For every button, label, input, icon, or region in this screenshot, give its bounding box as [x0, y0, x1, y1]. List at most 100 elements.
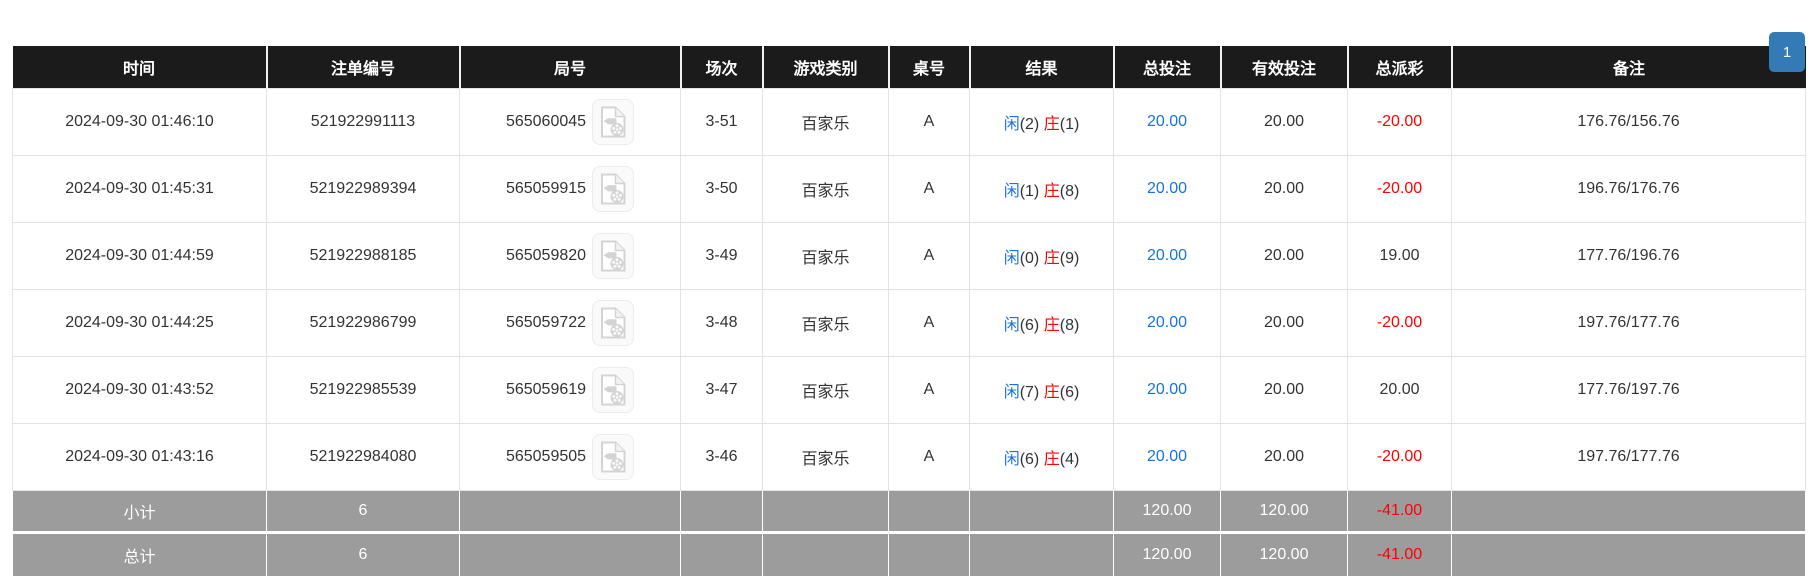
table-row: 2024-09-30 01:43:16 521922984080 5650595…	[12, 423, 1806, 491]
subtotal-count: 6	[266, 490, 460, 533]
payout-cell: -20.00	[1347, 289, 1452, 357]
game-type-cell: 百家乐	[762, 88, 889, 156]
pagination: 1	[1769, 32, 1805, 72]
result-banker-score: (4)	[1059, 451, 1080, 468]
total-bet-cell: 20.00	[1113, 289, 1221, 357]
total-bet-link[interactable]: 20.00	[1146, 180, 1188, 197]
video-file-icon	[601, 173, 626, 205]
remark-cell: 197.76/177.76	[1451, 289, 1806, 357]
session-cell: 3-50	[680, 155, 763, 223]
result-banker-score: (9)	[1059, 250, 1080, 267]
col-header-total-bet: 总投注	[1113, 46, 1222, 89]
video-replay-button[interactable]	[592, 434, 635, 480]
remark-cell: 176.76/156.76	[1451, 88, 1806, 156]
table-no-cell: A	[888, 88, 970, 156]
round-no-value: 565059619	[505, 381, 587, 398]
pagination-page-1-button[interactable]: 1	[1769, 32, 1805, 72]
round-no-value: 565060045	[505, 113, 587, 130]
bet-no-cell: 521922989394	[266, 155, 460, 223]
payout-cell: 20.00	[1347, 356, 1452, 424]
result-player-score: (1)	[1019, 183, 1040, 200]
table-header: 时间 注单编号 局号 场次 游戏类别 桌号 结果 总投注 有效投注 总派彩 备注	[12, 46, 1806, 89]
video-file-icon	[601, 106, 626, 138]
game-type-cell: 百家乐	[762, 222, 889, 290]
result-player-score: (2)	[1019, 116, 1040, 133]
remark-cell: 177.76/197.76	[1451, 356, 1806, 424]
table-no-cell: A	[888, 289, 970, 357]
result-cell: 闲(1) 庄(8)	[969, 155, 1114, 223]
result-player-label: 闲	[1003, 250, 1020, 267]
valid-bet-cell: 20.00	[1220, 155, 1348, 223]
bet-no-cell: 521922984080	[266, 423, 460, 491]
result-cell: 闲(2) 庄(1)	[969, 88, 1114, 156]
remark-cell: 177.76/196.76	[1451, 222, 1806, 290]
result-banker-label: 庄	[1043, 116, 1060, 133]
table-row: 2024-09-30 01:44:59 521922988185 5650598…	[12, 222, 1806, 290]
payout-cell: -20.00	[1347, 423, 1452, 491]
video-replay-button[interactable]	[592, 233, 635, 279]
video-replay-button[interactable]	[592, 300, 635, 346]
result-cell: 闲(7) 庄(6)	[969, 356, 1114, 424]
result-cell: 闲(6) 庄(8)	[969, 289, 1114, 357]
col-header-time: 时间	[12, 46, 268, 89]
session-cell: 3-48	[680, 289, 763, 357]
subtotal-payout: -41.00	[1347, 490, 1452, 533]
video-replay-button[interactable]	[592, 367, 635, 413]
round-no-cell: 565059915	[459, 155, 681, 223]
valid-bet-cell: 20.00	[1220, 289, 1348, 357]
col-header-result: 结果	[969, 46, 1115, 89]
time-cell: 2024-09-30 01:44:25	[12, 289, 267, 357]
result-banker-score: (6)	[1059, 384, 1080, 401]
result-player-label: 闲	[1003, 183, 1020, 200]
video-replay-button[interactable]	[592, 99, 635, 145]
col-header-remark: 备注	[1451, 46, 1806, 89]
video-file-icon	[601, 374, 626, 406]
video-file-icon	[601, 240, 626, 272]
table-no-cell: A	[888, 222, 970, 290]
remark-cell: 197.76/177.76	[1451, 423, 1806, 491]
result-banker-label: 庄	[1043, 384, 1060, 401]
total-bet-link[interactable]: 20.00	[1146, 448, 1188, 465]
valid-bet-cell: 20.00	[1220, 356, 1348, 424]
table-row: 2024-09-30 01:46:10 521922991113 5650600…	[12, 88, 1806, 156]
result-player-score: (6)	[1019, 317, 1040, 334]
total-total-bet: 120.00	[1113, 531, 1221, 577]
bet-no-cell: 521922988185	[266, 222, 460, 290]
total-bet-cell: 20.00	[1113, 423, 1221, 491]
total-bet-link[interactable]: 20.00	[1146, 314, 1188, 331]
table-no-cell: A	[888, 356, 970, 424]
col-header-round-no: 局号	[459, 46, 682, 89]
bet-no-cell: 521922986799	[266, 289, 460, 357]
total-bet-link[interactable]: 20.00	[1146, 247, 1188, 264]
round-no-value: 565059505	[505, 448, 587, 465]
video-file-icon	[601, 307, 626, 339]
session-cell: 3-47	[680, 356, 763, 424]
payout-cell: -20.00	[1347, 155, 1452, 223]
total-bet-link[interactable]: 20.00	[1146, 113, 1188, 130]
total-bet-cell: 20.00	[1113, 155, 1221, 223]
total-payout: -41.00	[1347, 531, 1452, 577]
result-cell: 闲(6) 庄(4)	[969, 423, 1114, 491]
total-bet-cell: 20.00	[1113, 356, 1221, 424]
col-header-session: 场次	[680, 46, 764, 89]
round-no-cell: 565060045	[459, 88, 681, 156]
result-banker-score: (8)	[1059, 317, 1080, 334]
result-banker-score: (1)	[1059, 116, 1080, 133]
session-cell: 3-51	[680, 88, 763, 156]
total-bet-cell: 20.00	[1113, 88, 1221, 156]
payout-cell: -20.00	[1347, 88, 1452, 156]
total-bet-link[interactable]: 20.00	[1146, 381, 1188, 398]
round-no-value: 565059820	[505, 247, 587, 264]
col-header-payout: 总派彩	[1347, 46, 1453, 89]
session-cell: 3-49	[680, 222, 763, 290]
bet-no-cell: 521922991113	[266, 88, 460, 156]
game-type-cell: 百家乐	[762, 423, 889, 491]
time-cell: 2024-09-30 01:46:10	[12, 88, 267, 156]
result-player-label: 闲	[1003, 317, 1020, 334]
subtotal-valid-bet: 120.00	[1220, 490, 1348, 533]
time-cell: 2024-09-30 01:45:31	[12, 155, 267, 223]
game-type-cell: 百家乐	[762, 356, 889, 424]
total-count: 6	[266, 531, 460, 577]
video-replay-button[interactable]	[592, 166, 635, 212]
session-cell: 3-46	[680, 423, 763, 491]
